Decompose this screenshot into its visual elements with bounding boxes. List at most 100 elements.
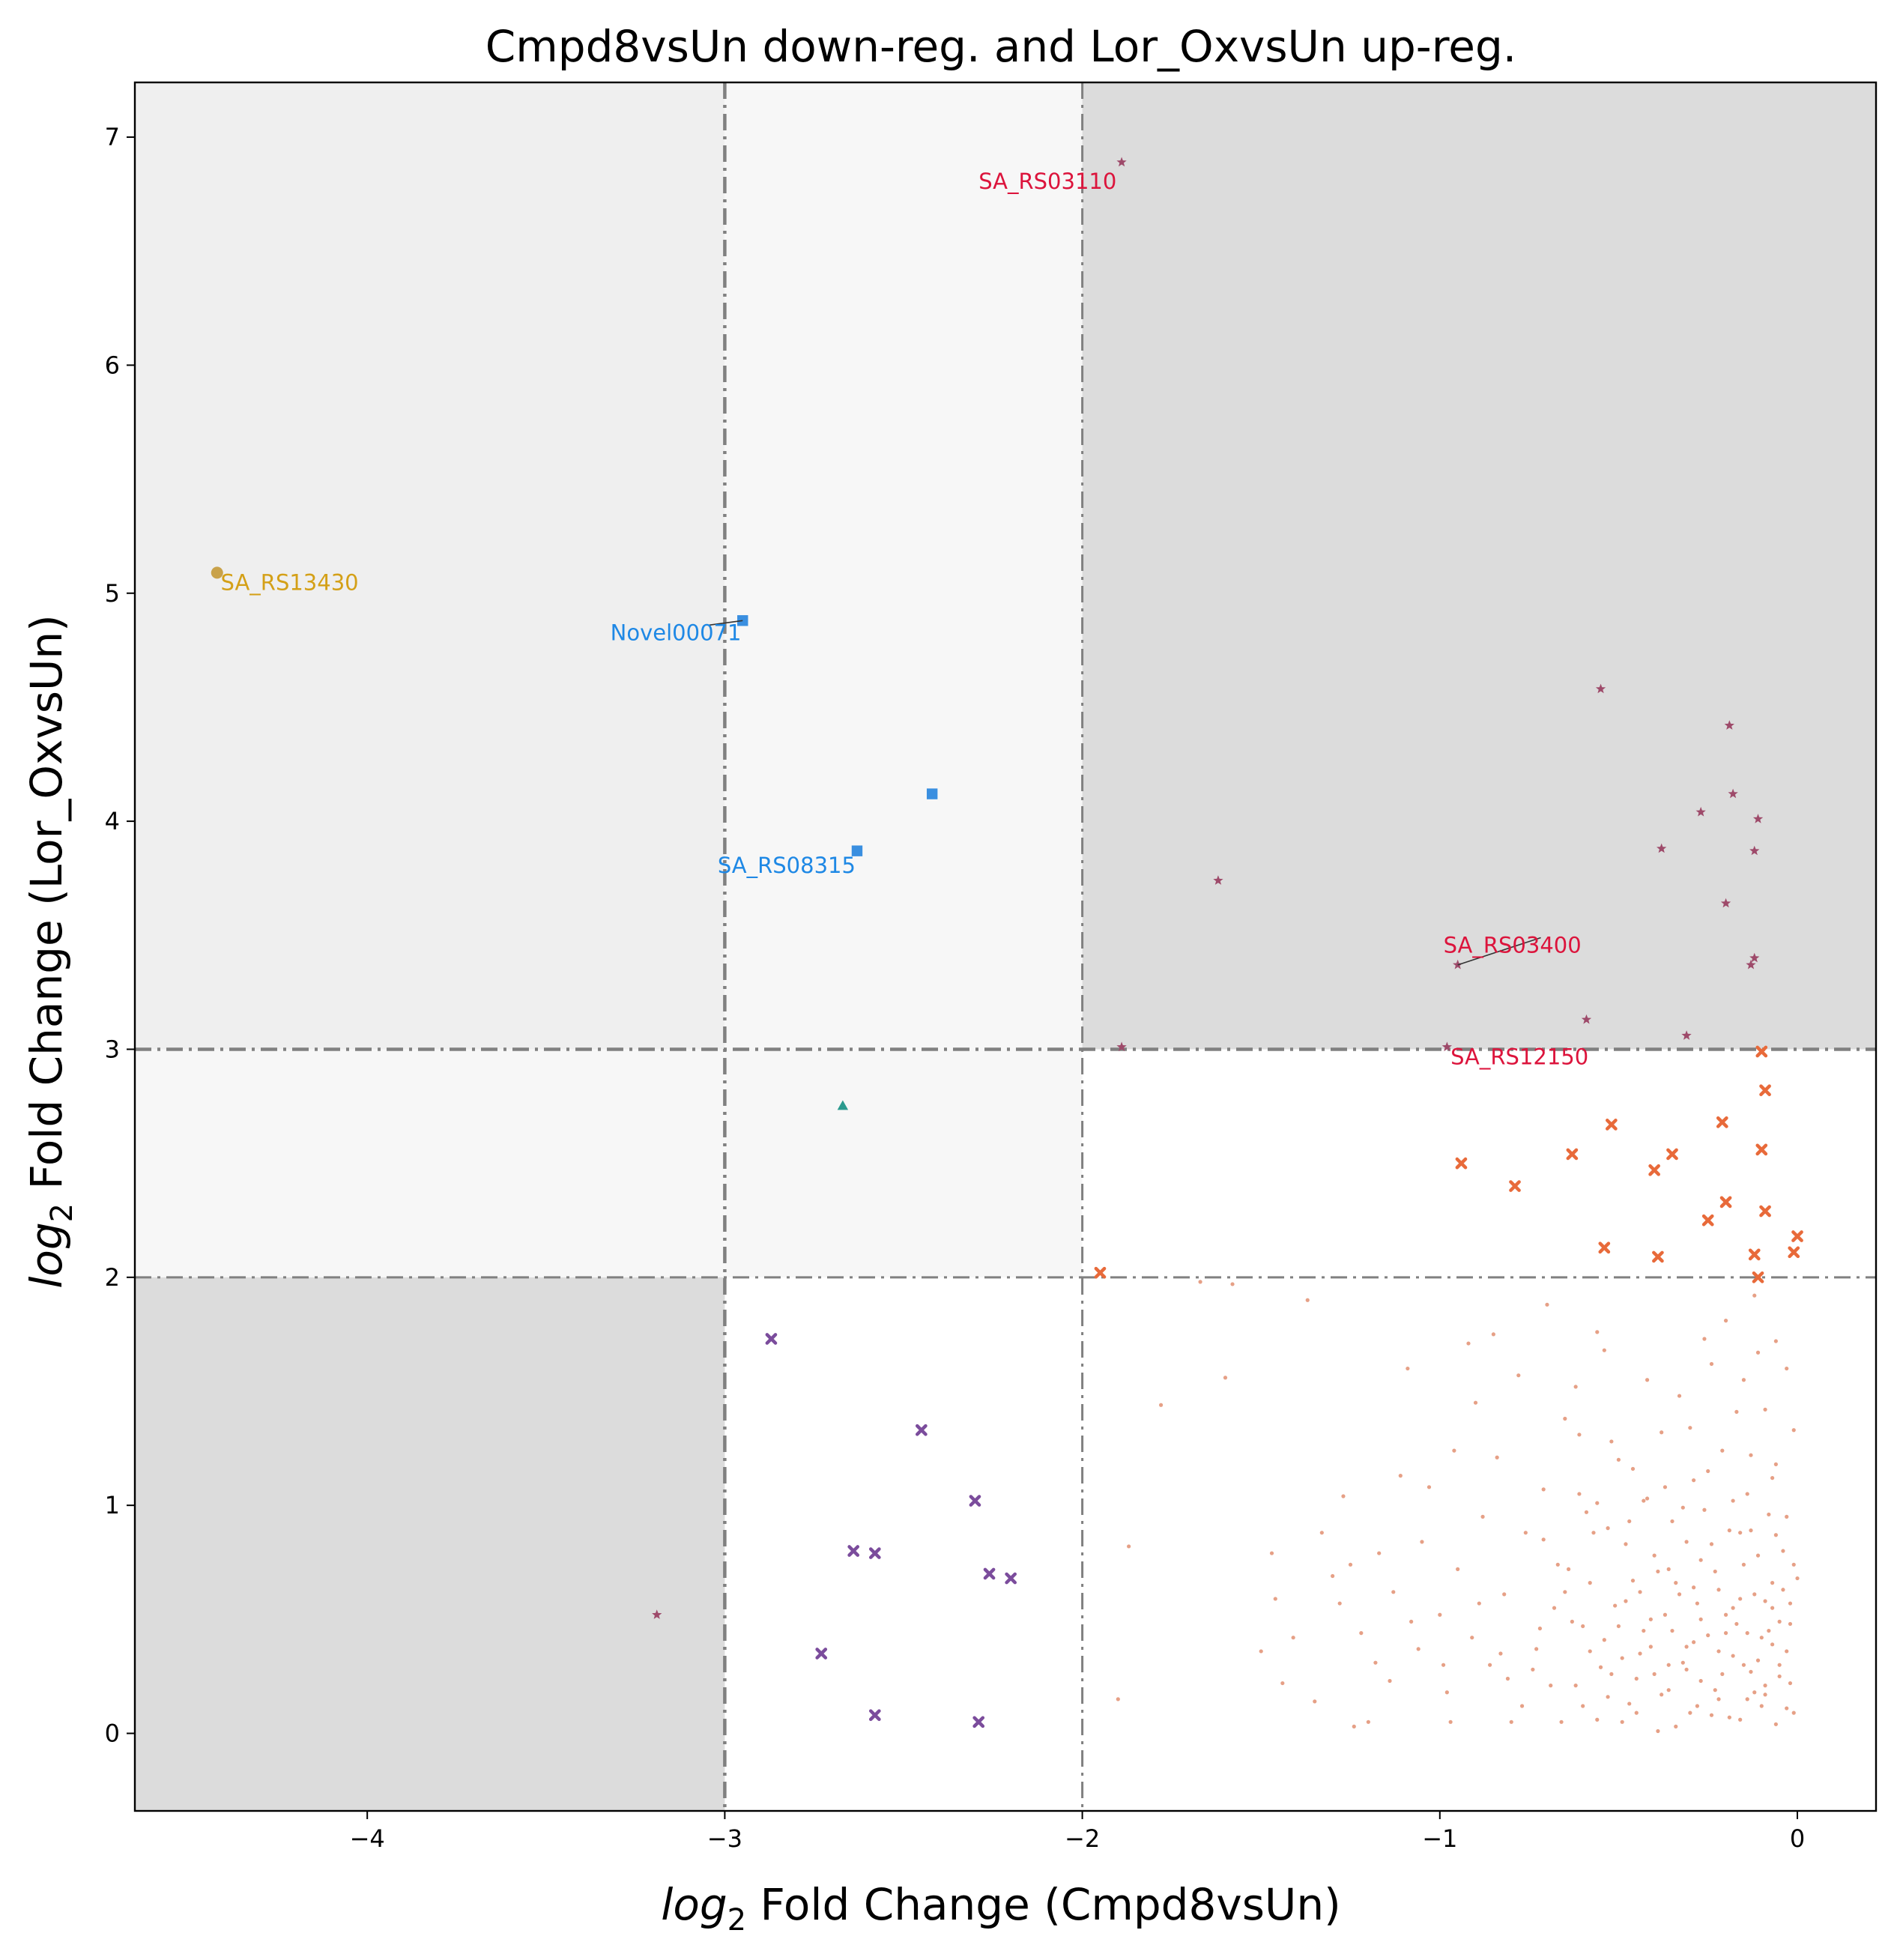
data-point-235 — [1755, 1553, 1761, 1558]
data-point-22 — [652, 1609, 662, 1619]
data-point-231 — [1616, 1457, 1621, 1462]
data-point-11 — [1657, 843, 1667, 853]
annotation-label-6: SA_RS12150 — [1450, 1044, 1588, 1070]
data-point-41 — [1652, 1250, 1664, 1263]
data-point-224 — [1785, 1366, 1789, 1371]
data-point-32 — [1648, 1164, 1660, 1176]
data-point-206 — [1477, 1601, 1481, 1606]
data-point-91 — [1549, 1684, 1553, 1688]
data-point-227 — [1731, 1498, 1735, 1503]
y-tick-label-1: 0 — [105, 1719, 120, 1748]
data-point-85 — [1502, 1592, 1507, 1597]
data-point-114 — [1666, 1688, 1671, 1693]
data-point-33 — [1509, 1180, 1521, 1192]
data-point-21 — [1441, 1041, 1452, 1052]
data-point-185 — [1745, 1697, 1749, 1702]
data-point-177 — [1788, 1681, 1793, 1686]
data-point-35 — [1759, 1205, 1771, 1218]
data-point-118 — [1680, 1660, 1685, 1665]
data-point-266 — [1280, 1681, 1285, 1686]
y-tick-label-6: 5 — [105, 579, 120, 608]
data-point-39 — [1788, 1246, 1800, 1259]
data-point-26 — [1716, 1116, 1728, 1128]
data-point-170 — [1602, 1638, 1606, 1642]
data-point-76 — [1426, 1485, 1432, 1489]
data-point-55 — [1230, 1282, 1235, 1286]
data-point-88 — [1523, 1531, 1528, 1535]
x-tick-label-1: −4 — [350, 1824, 385, 1853]
data-point-57 — [1127, 1544, 1131, 1549]
data-point-120 — [1688, 1711, 1692, 1715]
data-point-5 — [1116, 157, 1127, 167]
data-point-166 — [1727, 1715, 1731, 1719]
data-point-214 — [1545, 1302, 1549, 1307]
x-axis-label: log2 Fold Change (Cmpd8vsUn) — [661, 1879, 1341, 1938]
data-point-3 — [926, 788, 938, 799]
data-point-158 — [1627, 1702, 1632, 1706]
data-point-172 — [1660, 1693, 1664, 1697]
data-point-123 — [1698, 1678, 1703, 1684]
data-point-80 — [1466, 1341, 1471, 1346]
data-point-176 — [1767, 1628, 1771, 1633]
data-point-97 — [1588, 1581, 1592, 1585]
data-point-54 — [1198, 1280, 1202, 1284]
data-point-220 — [1741, 1378, 1746, 1382]
data-point-225 — [1770, 1476, 1775, 1480]
data-point-60 — [1269, 1551, 1274, 1555]
data-point-127 — [1713, 1569, 1717, 1574]
x-tick-label-5: 0 — [1790, 1824, 1805, 1853]
data-point-263 — [1409, 1619, 1414, 1624]
data-point-104 — [1624, 1542, 1628, 1546]
y-tick-label-7: 6 — [105, 351, 120, 379]
data-point-153 — [1677, 1592, 1682, 1597]
data-point-244 — [1777, 1619, 1782, 1624]
annotation-label-5: SA_RS03400 — [1444, 933, 1582, 958]
data-point-46 — [969, 1495, 981, 1507]
data-point-204 — [1537, 1626, 1543, 1631]
data-point-150 — [1795, 1576, 1800, 1581]
data-point-218 — [1688, 1426, 1692, 1430]
annotation-leader-5 — [1457, 937, 1541, 966]
data-point-236 — [1738, 1531, 1743, 1535]
data-point-40 — [1748, 1248, 1761, 1261]
data-point-255 — [1595, 1717, 1600, 1722]
annotation-leaders — [707, 620, 1541, 966]
data-point-167 — [1755, 1658, 1761, 1663]
data-point-243 — [1788, 1601, 1793, 1606]
data-point-249 — [1698, 1617, 1703, 1621]
data-point-119 — [1684, 1540, 1689, 1544]
y-tick-label-8: 7 — [105, 123, 120, 151]
data-point-73 — [1406, 1366, 1410, 1371]
data-point-47 — [847, 1545, 860, 1557]
data-point-1 — [211, 566, 223, 579]
data-point-37 — [1791, 1230, 1803, 1242]
data-point-201 — [1606, 1695, 1610, 1699]
data-point-258 — [1541, 1537, 1546, 1542]
annotation-leader-2 — [707, 620, 743, 626]
data-point-82 — [1480, 1514, 1485, 1519]
data-point-61 — [1273, 1597, 1277, 1601]
data-point-221 — [1752, 1293, 1757, 1298]
data-point-208 — [1388, 1678, 1392, 1684]
data-point-110 — [1652, 1553, 1657, 1558]
data-point-217 — [1645, 1378, 1650, 1382]
data-point-68 — [1359, 1631, 1364, 1636]
data-point-113 — [1662, 1612, 1668, 1617]
data-point-71 — [1391, 1590, 1396, 1594]
data-point-197 — [1695, 1704, 1699, 1708]
data-points — [211, 157, 1803, 1734]
y-axis-label-log: log — [21, 1222, 72, 1288]
data-point-8 — [1728, 788, 1738, 799]
data-point-65 — [1331, 1573, 1335, 1579]
data-point-95 — [1577, 1492, 1582, 1496]
data-point-209 — [1352, 1724, 1356, 1728]
data-point-188 — [1531, 1667, 1535, 1672]
data-point-207 — [1448, 1719, 1453, 1724]
data-point-234 — [1770, 1581, 1775, 1585]
data-point-107 — [1638, 1590, 1642, 1594]
threshold-lines — [135, 82, 1876, 1811]
data-point-138 — [1752, 1592, 1757, 1597]
data-point-232 — [1595, 1501, 1600, 1505]
data-point-219 — [1723, 1319, 1728, 1323]
data-point-28 — [1755, 1143, 1768, 1156]
